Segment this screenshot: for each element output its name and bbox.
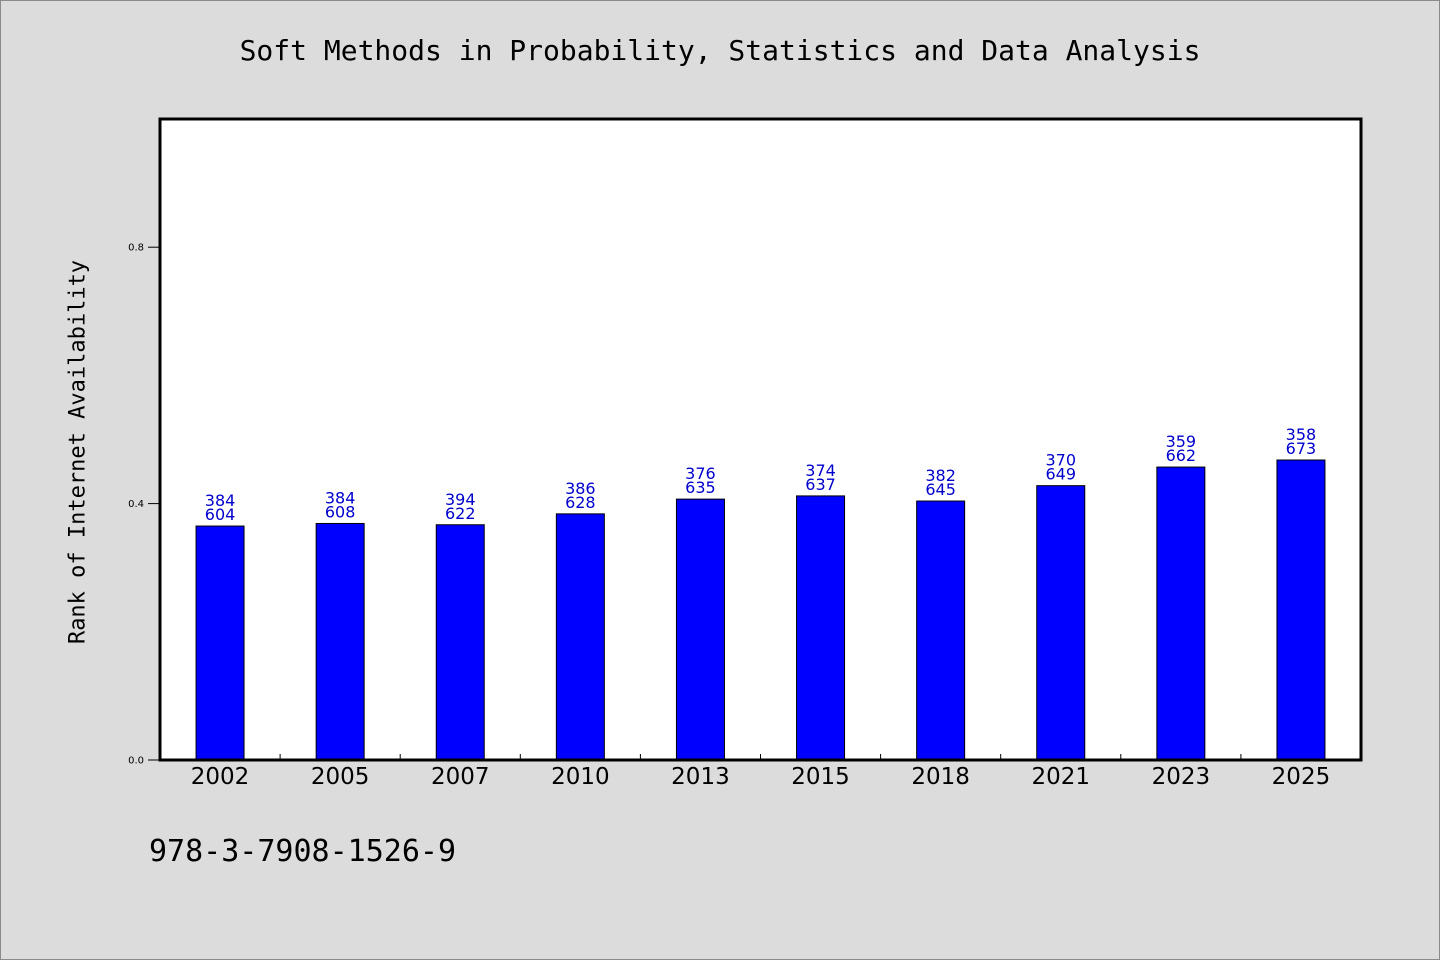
- bar: [555, 513, 605, 761]
- data-label: 359: [1166, 432, 1197, 451]
- x-tick-label: 2021: [1031, 764, 1090, 790]
- y-tick-label: 0.4: [128, 499, 144, 510]
- data-label: 637: [805, 475, 836, 494]
- y-tick-label: 0.0: [128, 756, 144, 767]
- bar: [796, 495, 846, 761]
- bar: [195, 525, 245, 761]
- bar: [675, 498, 725, 761]
- data-label: 376: [685, 464, 716, 483]
- bar: [1276, 459, 1326, 761]
- x-tick-label: 2013: [671, 764, 730, 790]
- plot-border: [158, 117, 1363, 762]
- data-label: 673: [1286, 439, 1317, 458]
- data-label: 386: [565, 479, 596, 498]
- data-label: 635: [685, 478, 716, 497]
- bar: [1036, 485, 1086, 761]
- x-tick-label: 2005: [311, 764, 370, 790]
- data-label: 604: [205, 505, 236, 524]
- data-label: 608: [325, 502, 356, 521]
- data-label: 358: [1286, 425, 1317, 444]
- x-tick-label: 2002: [191, 764, 250, 790]
- data-label: 645: [925, 480, 956, 499]
- data-label: 662: [1166, 446, 1197, 465]
- x-tick-label: 2007: [431, 764, 490, 790]
- data-label: 382: [925, 466, 956, 485]
- data-label: 374: [805, 461, 836, 480]
- y-tick-label: 0.8: [128, 243, 144, 254]
- bar: [1156, 466, 1206, 761]
- data-label: 370: [1045, 451, 1076, 470]
- data-label: 649: [1045, 465, 1076, 484]
- data-label: 384: [325, 488, 356, 507]
- x-tick-label: 2025: [1272, 764, 1331, 790]
- data-label: 628: [565, 493, 596, 512]
- data-label: 394: [445, 490, 476, 509]
- chart-title: Soft Methods in Probability, Statistics …: [239, 34, 1201, 67]
- x-tick-label: 2015: [791, 764, 850, 790]
- bar: [315, 522, 365, 761]
- bar: [435, 524, 485, 761]
- bar: [916, 500, 966, 761]
- isbn-footer: 978-3-7908-1526-9: [149, 834, 457, 869]
- x-tick-label: 2018: [911, 764, 970, 790]
- x-tick-label: 2023: [1152, 764, 1211, 790]
- data-label: 384: [205, 491, 236, 510]
- x-tick-label: 2010: [551, 764, 610, 790]
- data-label: 622: [445, 504, 476, 523]
